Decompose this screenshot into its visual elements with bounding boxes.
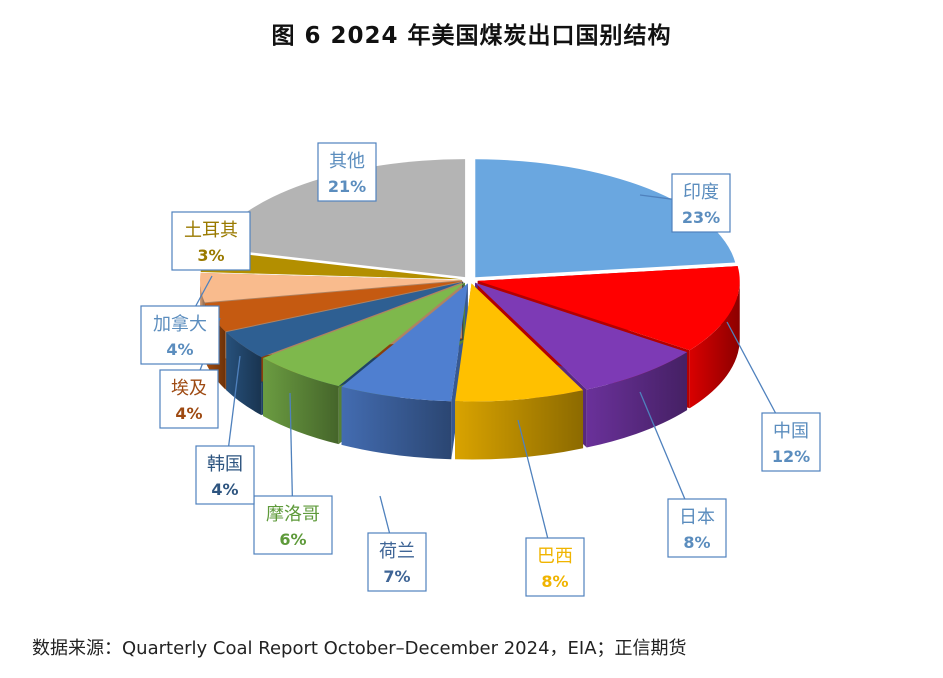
callout-2: 日本 8% xyxy=(639,391,727,558)
slice-name-label-5: 摩洛哥 xyxy=(266,504,320,525)
slice-value-label-2: 8% xyxy=(683,533,710,552)
callout-5: 摩洛哥 6% xyxy=(253,392,333,555)
pie-slice-2 xyxy=(475,282,688,390)
callout-box-4 xyxy=(367,532,427,592)
callout-3: 巴西 8% xyxy=(517,419,585,597)
pie-slice-1 xyxy=(477,266,740,351)
slice-value-label-0: 23% xyxy=(682,208,720,227)
callout-box-9 xyxy=(171,211,251,271)
leader-line-0 xyxy=(639,194,673,200)
leader-line-5 xyxy=(289,392,293,497)
pie-side-1 xyxy=(689,280,740,409)
leader-line-4 xyxy=(379,495,391,534)
callout-9: 土耳其 3% xyxy=(171,211,251,271)
leader-line-3 xyxy=(517,419,549,539)
slice-value-label-9: 3% xyxy=(197,246,224,265)
pie-slice-9 xyxy=(200,250,463,280)
pie-slice-0 xyxy=(475,159,736,278)
callout-box-1 xyxy=(761,412,821,472)
slice-value-label-7: 4% xyxy=(175,404,202,423)
slice-name-label-9: 土耳其 xyxy=(184,220,238,241)
slice-value-label-3: 8% xyxy=(541,572,568,591)
callout-box-8 xyxy=(140,305,220,365)
slice-name-label-8: 加拿大 xyxy=(153,313,207,335)
callout-8: 加拿大 4% xyxy=(140,275,220,365)
slice-name-label-4: 荷兰 xyxy=(379,541,415,562)
callout-1: 中国 12% xyxy=(726,321,821,472)
slice-name-label-3: 巴西 xyxy=(537,546,573,567)
callout-6: 韩国 4% xyxy=(195,355,255,505)
callout-box-6 xyxy=(195,445,255,505)
slice-value-label-8: 4% xyxy=(166,340,193,359)
slice-value-label-5: 6% xyxy=(279,530,306,549)
callout-0: 印度 23% xyxy=(639,173,731,233)
pie-side-2 xyxy=(586,352,688,448)
pie-slice-7 xyxy=(205,281,463,332)
callout-10: 其他 21% xyxy=(317,142,377,202)
callout-box-5 xyxy=(253,495,333,555)
callout-box-3 xyxy=(525,537,585,597)
callout-box-7 xyxy=(159,369,219,429)
slice-value-label-10: 21% xyxy=(328,177,366,196)
leader-line-6 xyxy=(228,355,241,447)
slice-value-label-1: 12% xyxy=(772,447,810,466)
pie-slice-10 xyxy=(211,159,466,278)
slice-name-label-2: 日本 xyxy=(679,507,715,528)
pie-slice-3 xyxy=(455,283,584,402)
pie-slice-5 xyxy=(263,282,465,387)
pie-side-5 xyxy=(263,357,339,445)
pie-slice-8 xyxy=(200,272,463,303)
leader-line-1 xyxy=(726,321,777,414)
callout-box-2 xyxy=(667,498,727,558)
callout-4: 荷兰 7% xyxy=(367,495,427,592)
slice-value-label-4: 7% xyxy=(383,567,410,586)
slice-name-label-0: 印度 xyxy=(683,182,719,203)
slice-name-label-1: 中国 xyxy=(773,421,809,442)
slice-name-label-6: 韩国 xyxy=(207,454,243,475)
pie-callouts: 印度 23% 中国 12% 日本 8% 巴西 8% 荷兰 7% 摩洛哥 6% 韩国 4% 埃及 4% 加拿大 4%… xyxy=(140,142,821,597)
chart-title: 图 6 2024 年美国煤炭出口国别结构 xyxy=(271,23,672,49)
pie-side-4 xyxy=(341,386,452,460)
slice-name-label-7: 埃及 xyxy=(171,378,207,399)
source-note: 数据来源：Quarterly Coal Report October–Decem… xyxy=(32,638,687,659)
pie-slice-6 xyxy=(226,281,464,358)
callout-box-0 xyxy=(671,173,731,233)
slice-value-label-6: 4% xyxy=(211,480,238,499)
leader-line-2 xyxy=(639,391,686,500)
pie-top-faces xyxy=(200,159,740,402)
callout-box-10 xyxy=(317,142,377,202)
leader-line-8 xyxy=(195,275,213,307)
callout-7: 埃及 4% xyxy=(159,317,221,429)
slice-name-label-10: 其他 xyxy=(329,151,365,172)
pie-slice-4 xyxy=(341,283,468,402)
